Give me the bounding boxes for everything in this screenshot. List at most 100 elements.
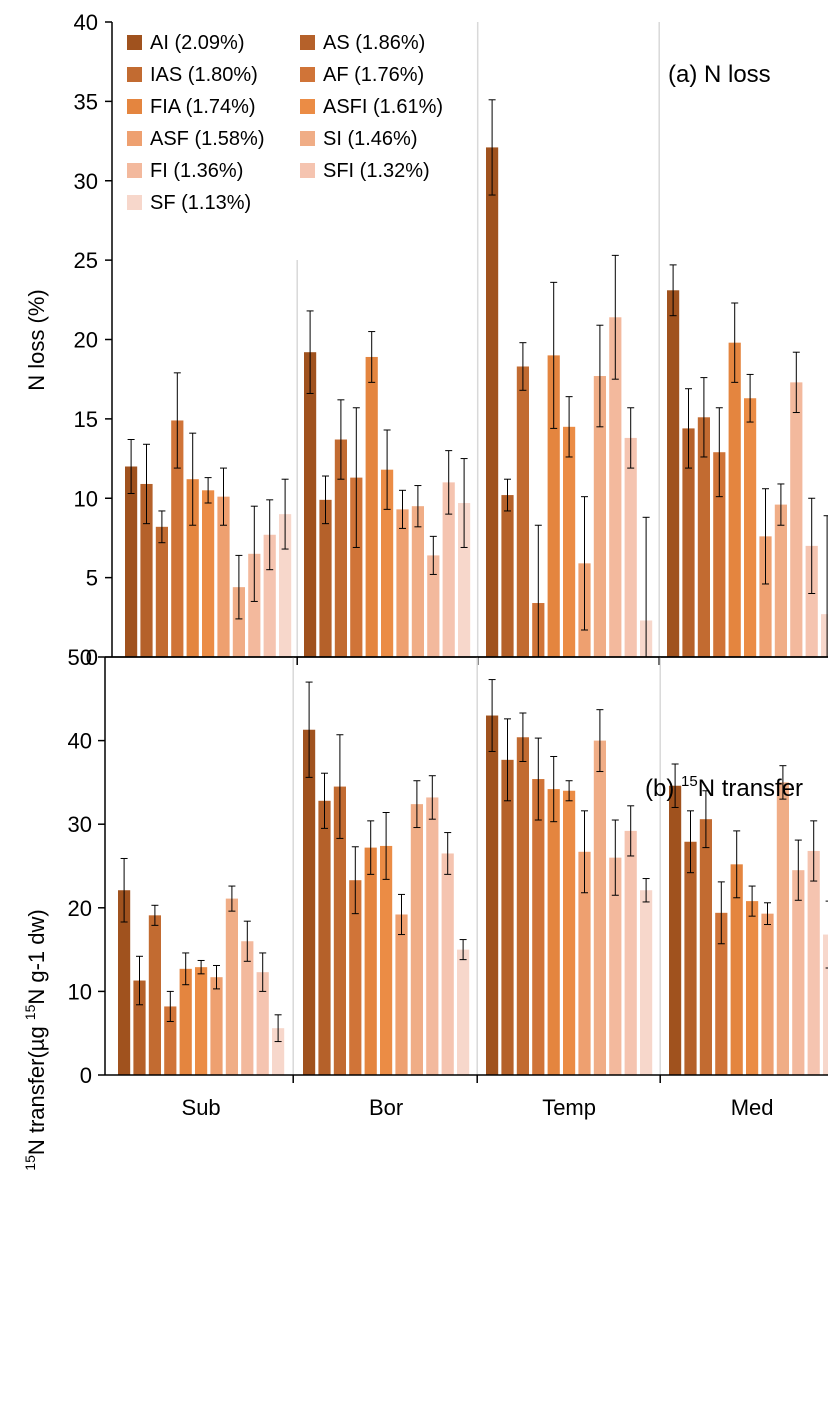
legend-swatch <box>300 35 315 50</box>
b-bar-med-0 <box>669 785 682 1075</box>
a-bar-sub-8 <box>248 553 261 657</box>
b-bar-sub-2 <box>148 915 161 1075</box>
b-y-tick-label: 40 <box>68 729 92 754</box>
b-bar-bor-1 <box>318 800 331 1075</box>
panel-a-y-axis-label: N loss (%) <box>24 289 49 390</box>
b-bar-temp-4 <box>547 789 560 1075</box>
a-y-tick-label: 35 <box>74 89 98 114</box>
b-bar-med-1 <box>684 841 697 1075</box>
a-bar-med-0 <box>667 290 680 657</box>
a-bar-bor-6 <box>396 509 409 657</box>
b-bar-bor-5 <box>380 845 393 1075</box>
b-bar-temp-3 <box>532 779 545 1075</box>
b-bar-sub-3 <box>164 1006 177 1075</box>
b-y-tick-label: 30 <box>68 812 92 837</box>
panel-b-bars <box>118 679 828 1075</box>
legend-swatch <box>300 163 315 178</box>
b-bar-temp-8 <box>609 857 622 1075</box>
b-y-tick-label: 20 <box>68 896 92 921</box>
x-category-label-sub: Sub <box>182 1095 221 1120</box>
a-bar-temp-2 <box>516 366 529 657</box>
a-bar-bor-0 <box>304 352 317 657</box>
a-bar-med-4 <box>728 342 741 657</box>
x-category-label-bor: Bor <box>369 1095 403 1120</box>
legend-swatch <box>127 163 142 178</box>
b-bar-temp-2 <box>516 737 529 1075</box>
b-bar-bor-8 <box>426 797 439 1075</box>
panel-a-label: (a) N loss <box>668 61 771 88</box>
a-y-tick-label: 25 <box>74 248 98 273</box>
a-bar-med-10 <box>821 614 828 657</box>
a-bar-bor-1 <box>319 499 332 657</box>
b-bar-med-3 <box>715 912 728 1075</box>
a-bar-bor-3 <box>350 477 363 657</box>
legend-label: IAS (1.80%) <box>150 64 258 86</box>
a-bar-bor-10 <box>458 503 471 657</box>
legend-swatch <box>300 67 315 82</box>
legend-label: FIA (1.74%) <box>150 96 256 118</box>
legend: AI (2.09%) AS (1.86%) IAS (1.80%) AF (1.76%… <box>127 32 443 214</box>
a-bar-sub-4 <box>186 479 199 657</box>
a-bar-temp-8 <box>609 317 622 657</box>
b-bar-bor-2 <box>333 786 346 1075</box>
panel-b-label: (b) 15N transfer <box>645 773 803 802</box>
legend-label: FI (1.36%) <box>150 160 243 182</box>
a-y-tick-label: 5 <box>86 566 98 591</box>
a-bar-bor-2 <box>334 439 347 657</box>
b-bar-temp-0 <box>486 715 499 1075</box>
a-y-tick-label: 0 <box>86 645 98 670</box>
a-bar-sub-6 <box>217 496 230 657</box>
a-bar-bor-8 <box>427 555 440 657</box>
b-bar-sub-4 <box>179 968 192 1075</box>
a-bar-temp-4 <box>547 355 560 657</box>
legend-label: SI (1.46%) <box>323 128 417 150</box>
a-bar-sub-9 <box>263 534 276 657</box>
b-bar-temp-9 <box>624 830 637 1075</box>
legend-label: AI (2.09%) <box>150 32 244 54</box>
b-bar-bor-3 <box>349 880 362 1075</box>
b-bar-med-4 <box>730 864 743 1075</box>
legend-swatch <box>300 131 315 146</box>
legend-label: AS (1.86%) <box>323 32 425 54</box>
a-bar-temp-9 <box>624 437 637 657</box>
b-bar-temp-10 <box>640 890 653 1075</box>
b-y-tick-label: 50 <box>68 645 92 670</box>
a-bar-med-8 <box>790 382 803 657</box>
a-bar-sub-10 <box>279 514 292 657</box>
b-bar-med-6 <box>761 913 774 1075</box>
a-bar-temp-7 <box>593 376 606 657</box>
b-y-tick-label: 0 <box>80 1063 92 1088</box>
b-bar-med-7 <box>776 782 789 1075</box>
b-bar-med-2 <box>699 819 712 1075</box>
b-bar-med-9 <box>807 850 820 1075</box>
a-bar-med-1 <box>682 428 695 657</box>
b-bar-sub-6 <box>210 977 223 1075</box>
a-bar-sub-1 <box>140 483 153 657</box>
b-bar-med-8 <box>792 870 805 1075</box>
b-bar-temp-6 <box>578 851 591 1075</box>
b-bar-bor-4 <box>364 847 377 1075</box>
a-bar-temp-0 <box>486 147 499 657</box>
b-y-tick-label: 10 <box>68 979 92 1004</box>
b-bar-sub-10 <box>272 1028 285 1075</box>
a-bar-sub-2 <box>155 526 168 657</box>
b-bar-bor-7 <box>410 804 423 1075</box>
a-bar-bor-5 <box>381 469 394 657</box>
legend-swatch <box>300 99 315 114</box>
a-bar-med-7 <box>774 504 787 657</box>
panel-b-group-dividers <box>292 657 661 1075</box>
a-bar-sub-0 <box>125 466 138 657</box>
a-y-tick-label: 15 <box>74 407 98 432</box>
b-bar-sub-7 <box>225 898 238 1075</box>
legend-label: ASF (1.58%) <box>150 128 264 150</box>
b-bar-temp-7 <box>593 740 606 1075</box>
b-bar-sub-0 <box>118 890 131 1075</box>
b-bar-med-10 <box>823 934 828 1075</box>
panel-a-n-loss: 0 5 10 15 20 25 30 35 40 (a) N loss N loss (%) A… <box>24 10 828 670</box>
b-bar-sub-5 <box>195 967 208 1075</box>
b-bar-sub-9 <box>256 972 269 1075</box>
a-bar-bor-4 <box>365 356 378 657</box>
a-bar-med-6 <box>759 536 772 657</box>
a-bar-sub-7 <box>232 587 245 657</box>
legend-label: SFI (1.32%) <box>323 160 430 182</box>
